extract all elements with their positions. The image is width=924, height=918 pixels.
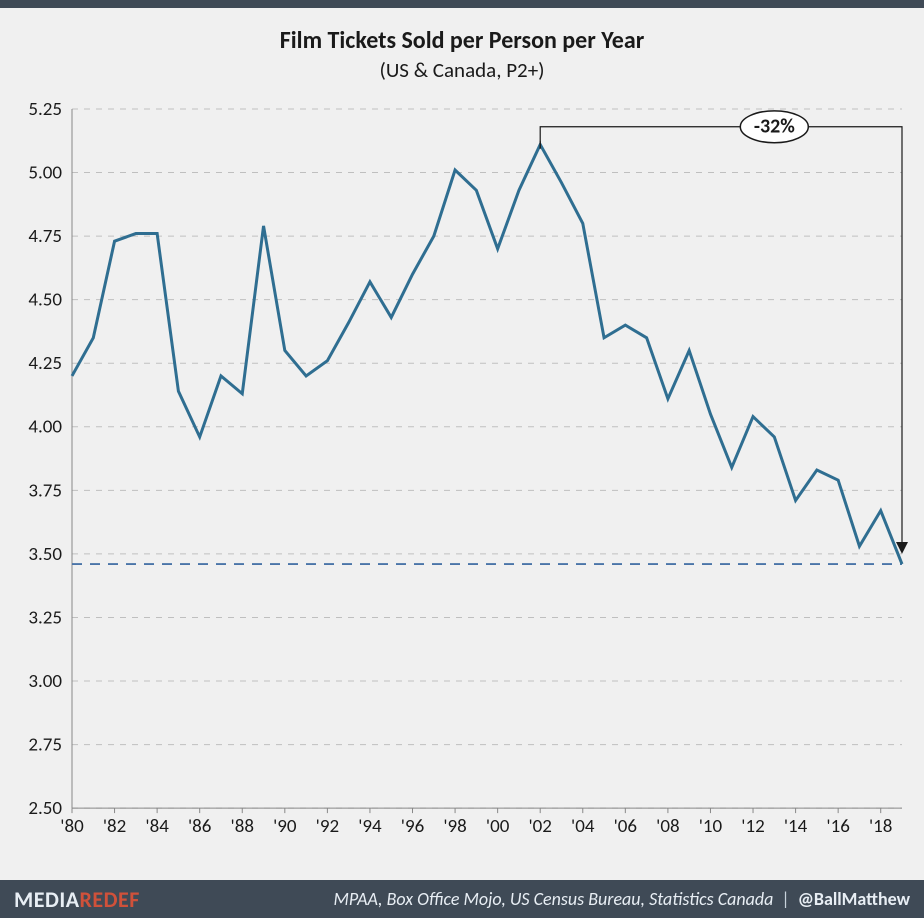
- x-tick-label: '04: [571, 815, 595, 838]
- x-tick-label: '18: [869, 815, 892, 838]
- x-tick-label: '86: [188, 815, 211, 838]
- x-tick-label: '08: [656, 815, 679, 838]
- data-line: [72, 145, 902, 564]
- x-tick-label: '14: [784, 815, 808, 838]
- footer-separator: |: [781, 888, 789, 910]
- chart-container: Film Tickets Sold per Person per Year (U…: [0, 0, 924, 918]
- y-tick-label: 3.50: [28, 543, 62, 566]
- y-tick-label: 2.75: [28, 734, 62, 757]
- y-tick-label: 3.75: [28, 479, 62, 502]
- y-tick-label: 3.25: [28, 606, 62, 629]
- chart-subtitle: (US & Canada, P2+): [10, 57, 914, 83]
- callout-label: -32%: [754, 115, 795, 139]
- brand-logo: MEDIAREDEF: [14, 886, 140, 913]
- title-block: Film Tickets Sold per Person per Year (U…: [10, 26, 914, 83]
- x-tick-label: '84: [145, 815, 169, 838]
- brand-right: REDEF: [80, 886, 140, 913]
- footer-bar: MEDIAREDEF MPAA, Box Office Mojo, US Cen…: [0, 880, 924, 918]
- y-tick-label: 3.00: [28, 670, 62, 693]
- x-tick-label: '98: [443, 815, 466, 838]
- chart-title: Film Tickets Sold per Person per Year: [10, 26, 914, 55]
- y-tick-label: 5.25: [28, 103, 62, 121]
- top-accent-bar: [0, 0, 924, 8]
- x-tick-label: '12: [741, 815, 764, 838]
- y-tick-label: 4.00: [28, 416, 62, 439]
- x-tick-label: '80: [60, 815, 84, 838]
- x-tick-label: '00: [486, 815, 510, 838]
- brand-left: MEDIA: [14, 886, 80, 913]
- x-tick-label: '02: [528, 815, 551, 838]
- footer-sources: MPAA, Box Office Mojo, US Census Bureau,…: [334, 888, 774, 910]
- x-tick-label: '06: [614, 815, 637, 838]
- y-tick-label: 4.75: [28, 225, 62, 248]
- chart-area: Film Tickets Sold per Person per Year (U…: [0, 8, 924, 880]
- x-tick-label: '16: [826, 815, 849, 838]
- x-tick-label: '92: [316, 815, 339, 838]
- x-tick-label: '96: [401, 815, 424, 838]
- y-tick-label: 4.50: [28, 289, 62, 312]
- x-tick-label: '90: [273, 815, 297, 838]
- x-tick-label: '82: [103, 815, 126, 838]
- y-tick-label: 4.25: [28, 352, 62, 375]
- x-tick-label: '10: [699, 815, 723, 838]
- footer-handle: @BallMatthew: [798, 888, 910, 910]
- x-tick-label: '94: [358, 815, 382, 838]
- y-tick-label: 5.00: [28, 162, 62, 185]
- plot-svg: 2.50 2.75 3.00 3.25 3.50 3.75 4.00 4.25 4.50 4.75…: [10, 103, 914, 840]
- plot-wrap: 2.50 2.75 3.00 3.25 3.50 3.75 4.00 4.25 4.50 4.75…: [10, 103, 914, 840]
- x-tick-label: '88: [231, 815, 254, 838]
- y-tick-label: 2.50: [28, 797, 62, 820]
